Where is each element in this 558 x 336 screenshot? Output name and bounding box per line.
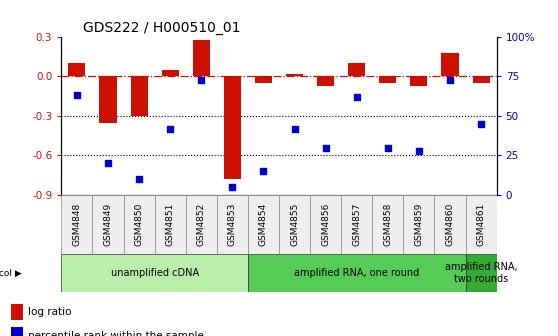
Bar [441,53,459,77]
Bar [372,195,403,254]
Text: GSM4859: GSM4859 [415,203,424,246]
Bar [99,77,117,123]
Text: amplified RNA,
two rounds: amplified RNA, two rounds [445,262,517,284]
Bar [348,63,365,77]
Bar [217,195,248,254]
Bar [61,195,93,254]
Bar [11,327,23,336]
Bar [162,70,179,77]
Bar [410,77,427,86]
Bar [341,195,372,254]
Point [166,126,175,131]
Point [73,93,81,98]
Point [383,145,392,150]
Text: GSM4848: GSM4848 [73,203,81,246]
Text: unamplified cDNA: unamplified cDNA [110,268,199,278]
Point [445,77,454,82]
Bar [317,77,334,86]
Bar [155,195,186,254]
Point [197,77,206,82]
Bar [473,77,489,83]
Bar [123,195,155,254]
Bar [224,77,241,179]
Text: protocol ▶: protocol ▶ [0,268,22,278]
Text: GSM4851: GSM4851 [166,203,175,246]
Bar [255,77,272,83]
Bar [465,254,497,292]
Bar [379,77,396,83]
Point [228,184,237,190]
Text: GSM4853: GSM4853 [228,203,237,246]
Text: GSM4852: GSM4852 [197,203,206,246]
Bar [11,304,23,320]
Text: GSM4860: GSM4860 [445,203,454,246]
Point [290,126,299,131]
Point [104,161,113,166]
Text: log ratio: log ratio [28,307,71,317]
Bar [93,195,123,254]
Bar [286,74,303,77]
Bar [435,195,465,254]
Text: percentile rank within the sample: percentile rank within the sample [28,331,204,336]
Text: GSM4849: GSM4849 [104,203,113,246]
Point [134,176,143,182]
Bar [193,40,210,77]
Bar [465,195,497,254]
Bar [69,63,85,77]
Text: GSM4854: GSM4854 [259,203,268,246]
Text: GSM4855: GSM4855 [290,203,299,246]
Bar [186,195,217,254]
Text: GSM4850: GSM4850 [134,203,143,246]
Bar [61,254,248,292]
Text: GSM4856: GSM4856 [321,203,330,246]
Point [352,94,361,100]
Point [259,169,268,174]
Bar [248,195,279,254]
Point [415,148,424,153]
Bar [403,195,435,254]
Bar [131,77,148,116]
Text: GSM4857: GSM4857 [352,203,361,246]
Point [477,121,485,127]
Text: GSM4858: GSM4858 [383,203,392,246]
Text: GDS222 / H000510_01: GDS222 / H000510_01 [83,20,240,35]
Bar [248,254,465,292]
Point [321,145,330,150]
Bar [310,195,341,254]
Bar [279,195,310,254]
Text: GSM4861: GSM4861 [477,203,485,246]
Text: amplified RNA, one round: amplified RNA, one round [294,268,420,278]
